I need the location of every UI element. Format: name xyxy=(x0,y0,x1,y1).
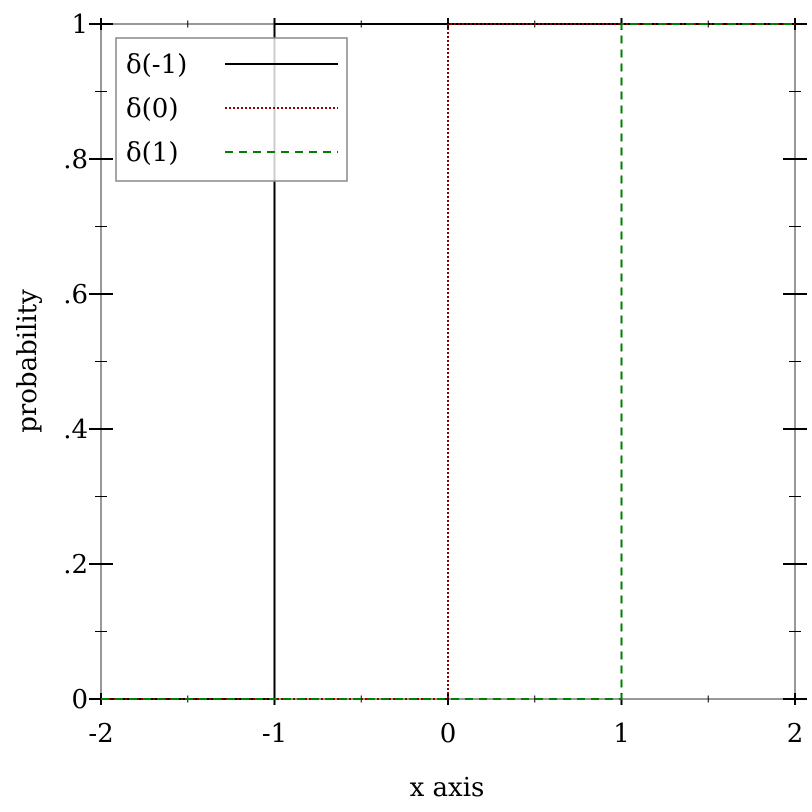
legend-label: δ(-1) xyxy=(126,50,187,80)
y-tick-label: .8 xyxy=(63,145,88,175)
series-line-2 xyxy=(101,23,795,700)
y-tick-label: 1 xyxy=(71,10,88,40)
legend-label: δ(0) xyxy=(126,94,178,124)
x-tick-label: 0 xyxy=(440,719,457,749)
y-tick-label: .6 xyxy=(63,280,88,310)
legend-box xyxy=(115,37,348,182)
y-tick-label: .2 xyxy=(63,550,88,580)
y-tick-label: 0 xyxy=(71,685,88,715)
x-tick-label: -1 xyxy=(262,719,287,749)
x-tick-label: -2 xyxy=(88,719,113,749)
y-tick-label: .4 xyxy=(63,415,88,445)
x-axis-title: x axis xyxy=(410,773,485,803)
legend-label: δ(1) xyxy=(126,138,178,168)
series-layer xyxy=(101,23,795,700)
legend: δ(-1) δ(0) δ(1) xyxy=(115,37,348,182)
tick-labels: -2 -1 0 1 2 0 .2 .4 .6 .8 1 xyxy=(63,10,803,749)
x-tick-label: 2 xyxy=(787,719,804,749)
y-axis-title: probability xyxy=(13,289,43,433)
x-tick-label: 1 xyxy=(613,719,630,749)
